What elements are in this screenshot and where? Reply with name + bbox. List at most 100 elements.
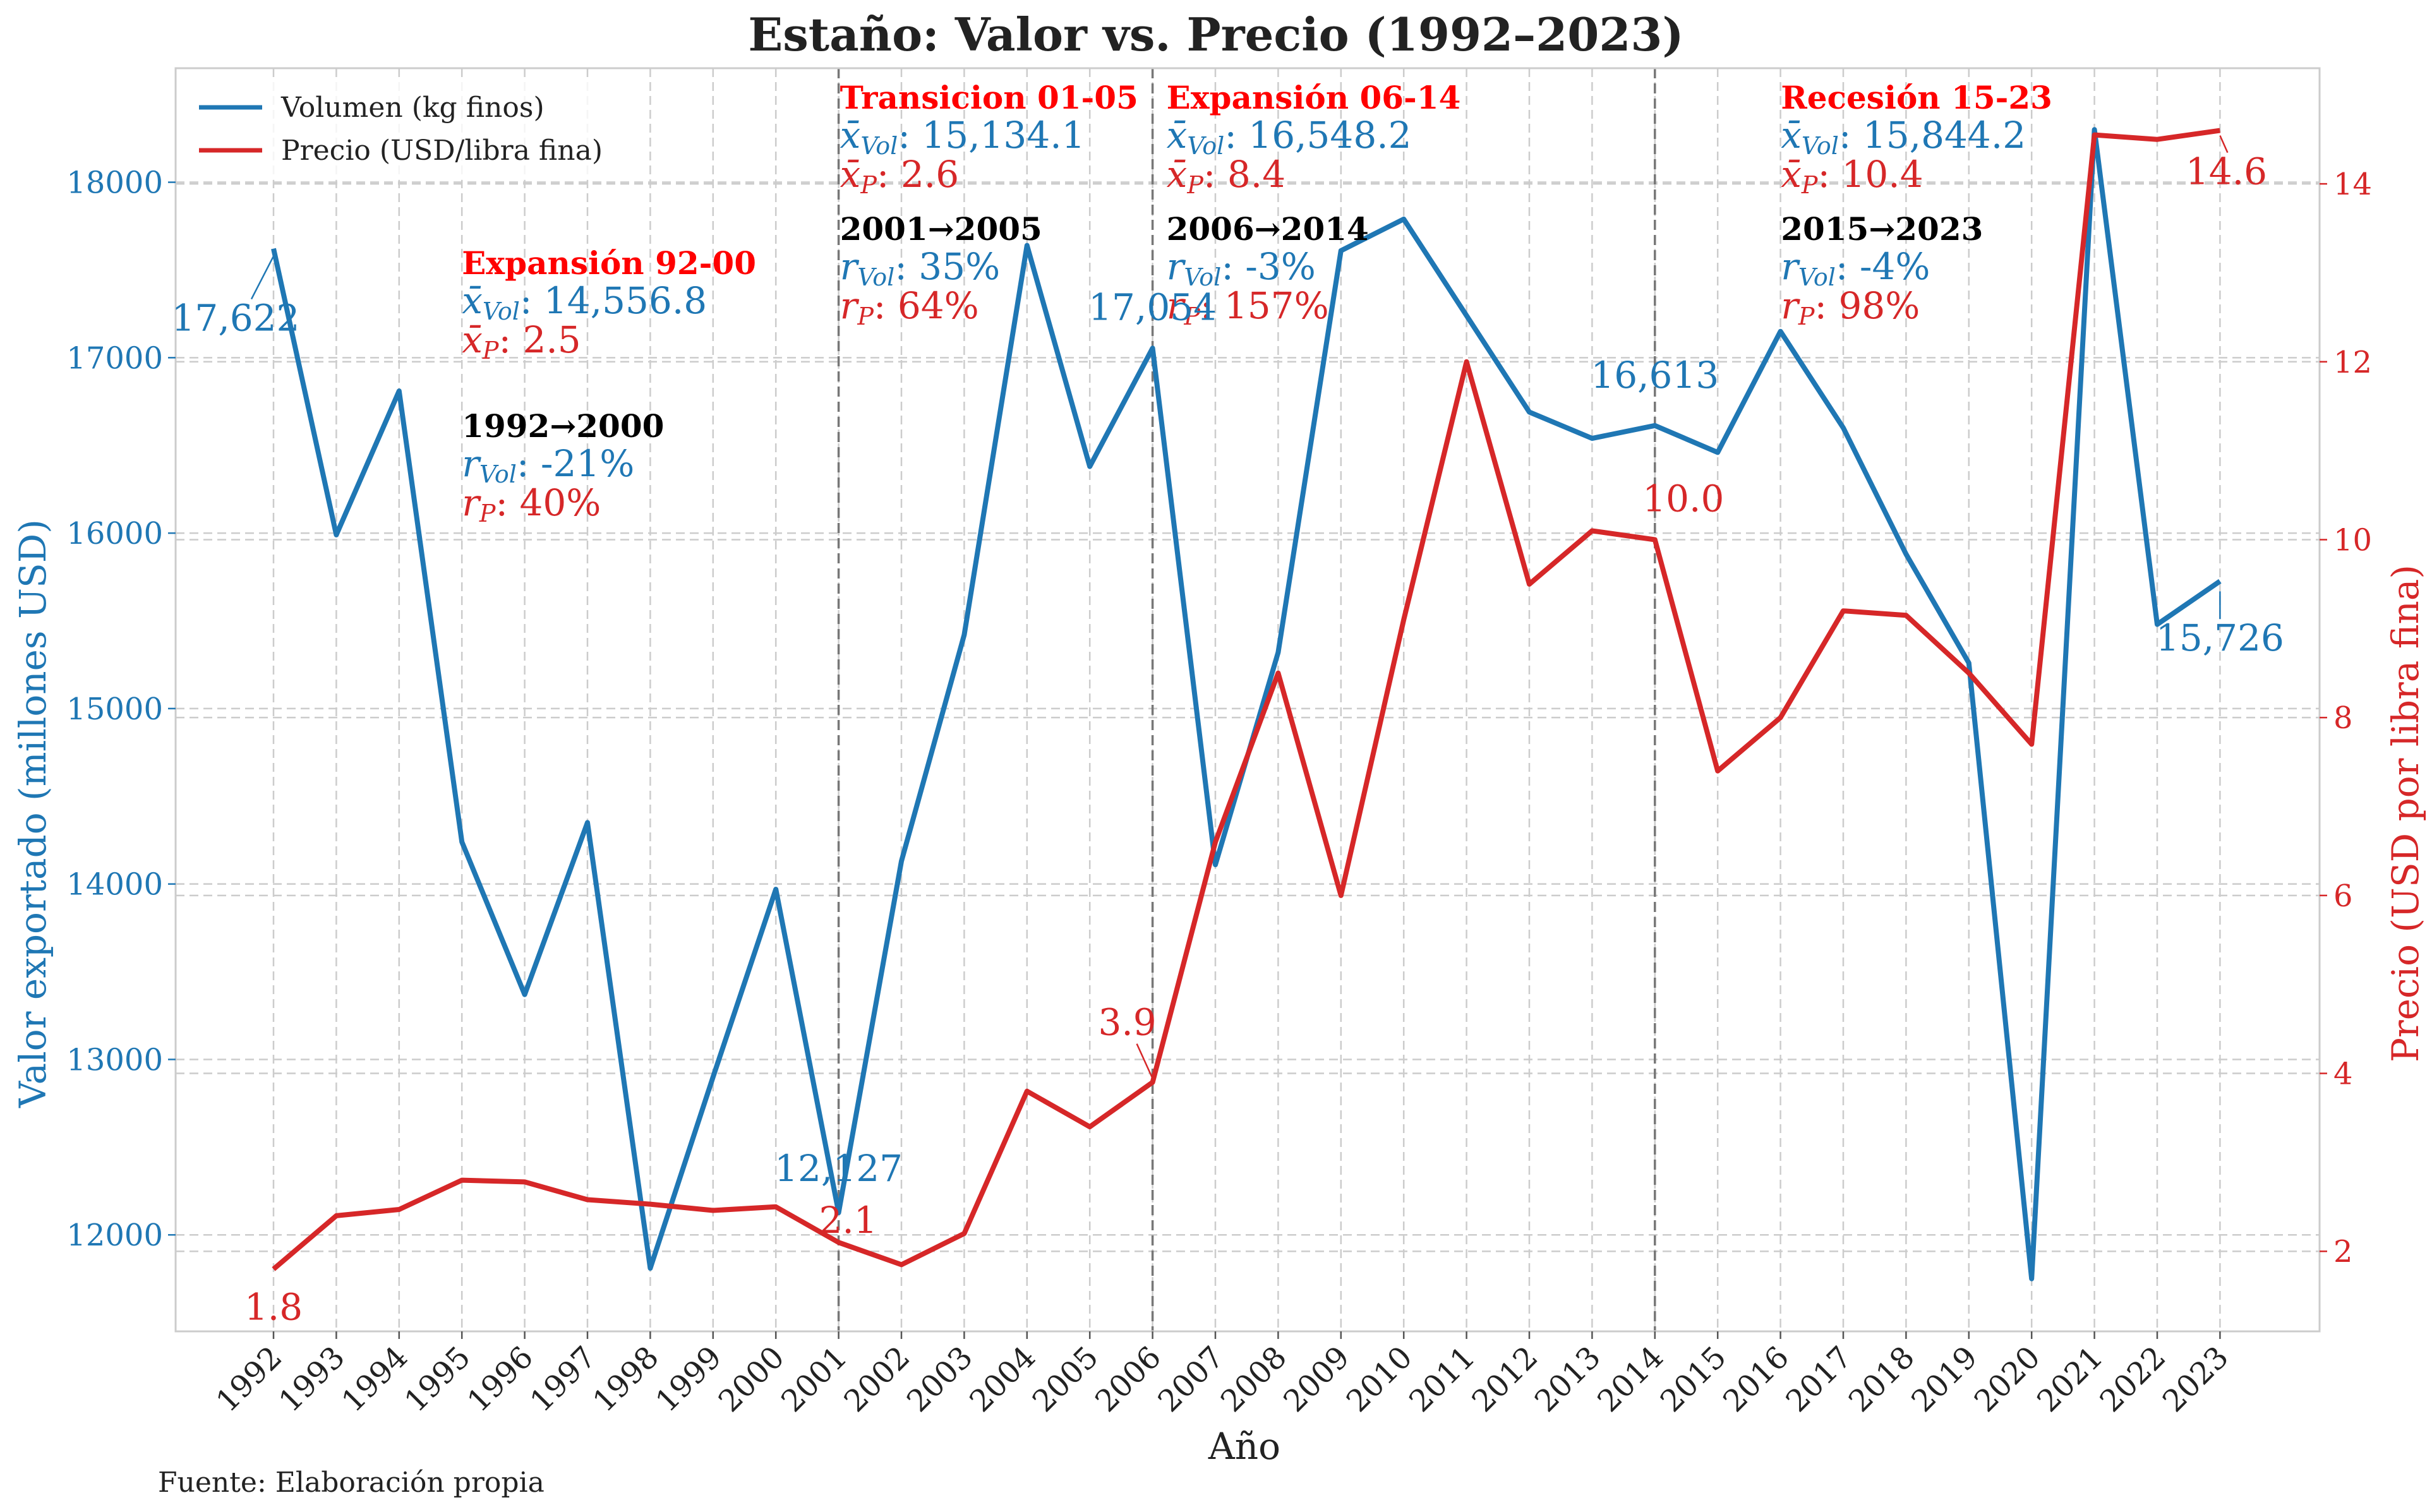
segment-stat: x̄P: 8.4 xyxy=(1167,153,1286,199)
y-ticks-right: 2 4 6 8 10 12 14 xyxy=(2320,167,2372,1269)
period-dividers xyxy=(837,68,1656,1331)
x-tick-label: 2005 xyxy=(1026,1340,1105,1419)
segment-stat: x̄P: 2.6 xyxy=(840,153,960,199)
chart-title: Estaño: Valor vs. Precio (1992–2023) xyxy=(748,8,1683,61)
segment-stat: rVol: 35% xyxy=(840,245,1001,291)
legend: Volumen (kg finos) Precio (USD/libra fin… xyxy=(186,79,641,180)
x-tick-label: 2023 xyxy=(2156,1340,2236,1419)
annotation-leaders xyxy=(250,135,2229,1079)
y-tick-label-right: 6 xyxy=(2333,879,2353,914)
y-tick-label-right: 12 xyxy=(2333,345,2372,380)
leader-line xyxy=(250,255,275,300)
y-tick-label-left: 17000 xyxy=(66,340,163,376)
leader-line xyxy=(2219,135,2229,153)
segment-stat: x̄Vol: 16,548.2 xyxy=(1167,114,1412,160)
segment-stat: rP: 40% xyxy=(462,481,601,527)
x-tick-label: 1996 xyxy=(461,1340,540,1419)
price-point-label: 1.8 xyxy=(244,1285,303,1328)
price-point-label: 3.9 xyxy=(1098,1001,1156,1044)
segment-stat: rVol: -4% xyxy=(1781,245,1930,291)
y-tick-label-right: 10 xyxy=(2333,522,2372,558)
x-tick-label: 2021 xyxy=(2030,1340,2110,1419)
x-tick-label: 2017 xyxy=(1779,1340,1859,1419)
price-point-label: 14.6 xyxy=(2186,150,2267,193)
y-axis-label-left: Valor exportado (millones USD) xyxy=(11,519,54,1108)
volume-point-label: 12,127 xyxy=(774,1147,903,1190)
y-tick-label-left: 14000 xyxy=(66,867,163,903)
segment-stat: x̄P: 10.4 xyxy=(1781,153,1923,199)
segment-range: 1992→2000 xyxy=(462,407,664,445)
volume-point-label: 16,613 xyxy=(1591,354,1719,397)
x-tick-label: 2003 xyxy=(900,1340,980,1419)
x-axis-label: Año xyxy=(1208,1425,1280,1468)
y-tick-label-right: 14 xyxy=(2333,167,2372,202)
y-tick-label-right: 4 xyxy=(2333,1057,2353,1092)
x-tick-label: 2007 xyxy=(1152,1340,1231,1419)
segment-stat: rVol: -21% xyxy=(462,442,634,488)
x-tick-label: 2013 xyxy=(1528,1340,1608,1419)
grid xyxy=(176,68,2320,1331)
y-tick-label-right: 2 xyxy=(2333,1234,2353,1269)
segment-stat: x̄Vol: 15,844.2 xyxy=(1781,114,2026,160)
segment-stat: x̄Vol: 14,556.8 xyxy=(462,279,707,325)
segment-stat: x̄Vol: 15,134.1 xyxy=(840,114,1085,160)
legend-label-volumen: Volumen (kg finos) xyxy=(280,92,545,124)
segment-title: Expansión 06-14 xyxy=(1167,79,1461,116)
series-line-precio xyxy=(272,128,2220,1271)
segment-title: Expansión 92-00 xyxy=(462,244,756,282)
segment-stat: x̄P: 2.5 xyxy=(462,318,581,364)
price-point-label: 2.1 xyxy=(819,1199,877,1242)
x-tick-label: 2014 xyxy=(1591,1340,1670,1419)
volume-point-label: 15,726 xyxy=(2156,616,2284,659)
y-tick-label-left: 15000 xyxy=(66,692,163,727)
x-tick-label: 2009 xyxy=(1277,1340,1356,1419)
leader-line xyxy=(1136,1043,1153,1079)
x-tick-label: 2020 xyxy=(1968,1340,2047,1419)
segment-stat: rP: 157% xyxy=(1167,284,1329,330)
x-tick-label: 1993 xyxy=(272,1340,352,1419)
x-tick-label: 2011 xyxy=(1402,1340,1482,1419)
x-tick-label: 2010 xyxy=(1340,1340,1419,1419)
x-tick-label: 2006 xyxy=(1088,1340,1168,1419)
segment-range: 2015→2023 xyxy=(1781,210,1983,248)
plot-frame xyxy=(174,67,2321,1333)
x-tick-label: 2001 xyxy=(774,1340,854,1419)
segment-title: Recesión 15-23 xyxy=(1781,79,2052,116)
x-tick-label: 2016 xyxy=(1716,1340,1796,1419)
series-lines xyxy=(271,127,2222,1281)
legend-box xyxy=(186,79,641,180)
x-tick-label: 1992 xyxy=(210,1340,289,1419)
y-tick-label-left: 13000 xyxy=(66,1042,163,1077)
x-tick-label: 2000 xyxy=(712,1340,792,1419)
x-tick-label: 1997 xyxy=(524,1340,603,1419)
y-tick-label-left: 16000 xyxy=(66,516,163,551)
y-tick-label-right: 8 xyxy=(2333,700,2353,736)
volume-point-label: 17,054 xyxy=(1088,285,1217,328)
x-tick-label: 2015 xyxy=(1654,1340,1733,1419)
y-tick-label-left: 12000 xyxy=(66,1218,163,1253)
x-tick-label: 2004 xyxy=(963,1340,1042,1419)
x-tick-label: 1998 xyxy=(586,1340,666,1419)
x-tick-label: 1999 xyxy=(649,1340,728,1419)
segment-range: 2001→2005 xyxy=(840,210,1042,248)
volume-point-label: 17,622 xyxy=(172,297,300,340)
segment-stat: rVol: -3% xyxy=(1167,245,1316,291)
x-tick-label: 2002 xyxy=(838,1340,917,1419)
price-point-label: 10.0 xyxy=(1642,477,1724,520)
segment-range: 2006→2014 xyxy=(1167,210,1369,248)
x-tick-label: 1994 xyxy=(335,1340,414,1419)
y-ticks-left: 12000 13000 14000 15000 16000 17000 18000 xyxy=(66,165,176,1253)
y-tick-label-left: 18000 xyxy=(66,165,163,201)
x-tick-label: 2018 xyxy=(1842,1340,1922,1419)
point-labels: 17,622 12,127 17,054 16,613 15,726 1.8 2.1 3.9 1… xyxy=(172,150,2284,1329)
y-axis-label-right: Precio (USD por libra fina) xyxy=(2384,565,2427,1062)
x-tick-label: 2022 xyxy=(2093,1340,2173,1419)
x-tick-label: 1995 xyxy=(398,1340,478,1419)
segment-annotations: Expansión 92-00x̄Vol: 14,556.8x̄P: 2.5 19… xyxy=(462,79,2052,527)
legend-label-precio: Precio (USD/libra fina) xyxy=(281,135,603,167)
x-tick-label: 2012 xyxy=(1466,1340,1545,1419)
source-note: Fuente: Elaboración propia xyxy=(158,1467,545,1499)
segment-stat: rP: 64% xyxy=(840,284,979,330)
x-tick-label: 2008 xyxy=(1214,1340,1294,1419)
